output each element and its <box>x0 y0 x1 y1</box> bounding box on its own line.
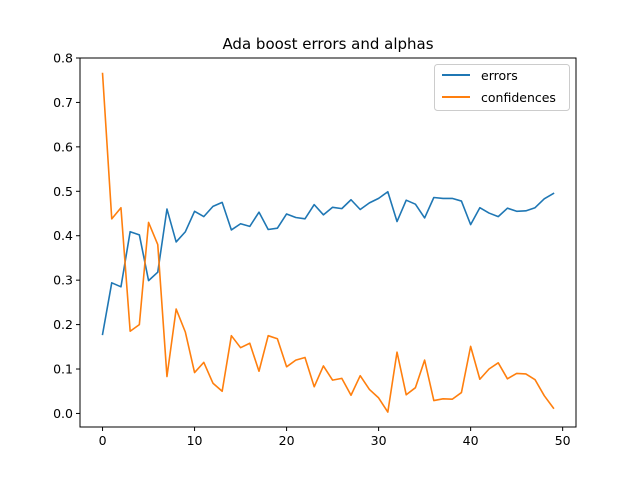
y-tick-label: 0.8 <box>53 51 73 66</box>
x-tick-label: 20 <box>279 433 295 448</box>
axis-ticks: 0 10 20 30 40 50 0.0 0.1 0.2 0.3 0.4 0.5 0.6 0.7 0.8 <box>53 51 571 449</box>
y-tick-label: 0.5 <box>53 184 73 199</box>
y-tick-label: 0.1 <box>53 362 73 377</box>
x-tick-label: 10 <box>187 433 203 448</box>
series-line-confidences <box>101 72 555 413</box>
y-tick-label: 0.3 <box>53 273 73 288</box>
y-tick-label: 0.4 <box>53 228 73 243</box>
series-line-errors <box>101 190 555 336</box>
x-tick-label: 40 <box>463 433 479 448</box>
legend-label-confidences: confidences <box>481 90 556 105</box>
plot-area-frame <box>79 57 577 428</box>
y-tick-label: 0.6 <box>53 139 73 154</box>
x-tick-label: 0 <box>99 433 107 448</box>
chart-title: Ada boost errors and alphas <box>222 35 433 53</box>
x-tick-label: 30 <box>371 433 387 448</box>
y-tick-label: 0.2 <box>53 317 73 332</box>
legend: errors confidences <box>434 64 570 111</box>
y-tick-label: 0.0 <box>53 406 73 421</box>
legend-label-errors: errors <box>481 68 518 83</box>
y-tick-label: 0.7 <box>53 95 73 110</box>
x-tick-label: 50 <box>555 433 571 448</box>
series-lines <box>101 72 555 413</box>
